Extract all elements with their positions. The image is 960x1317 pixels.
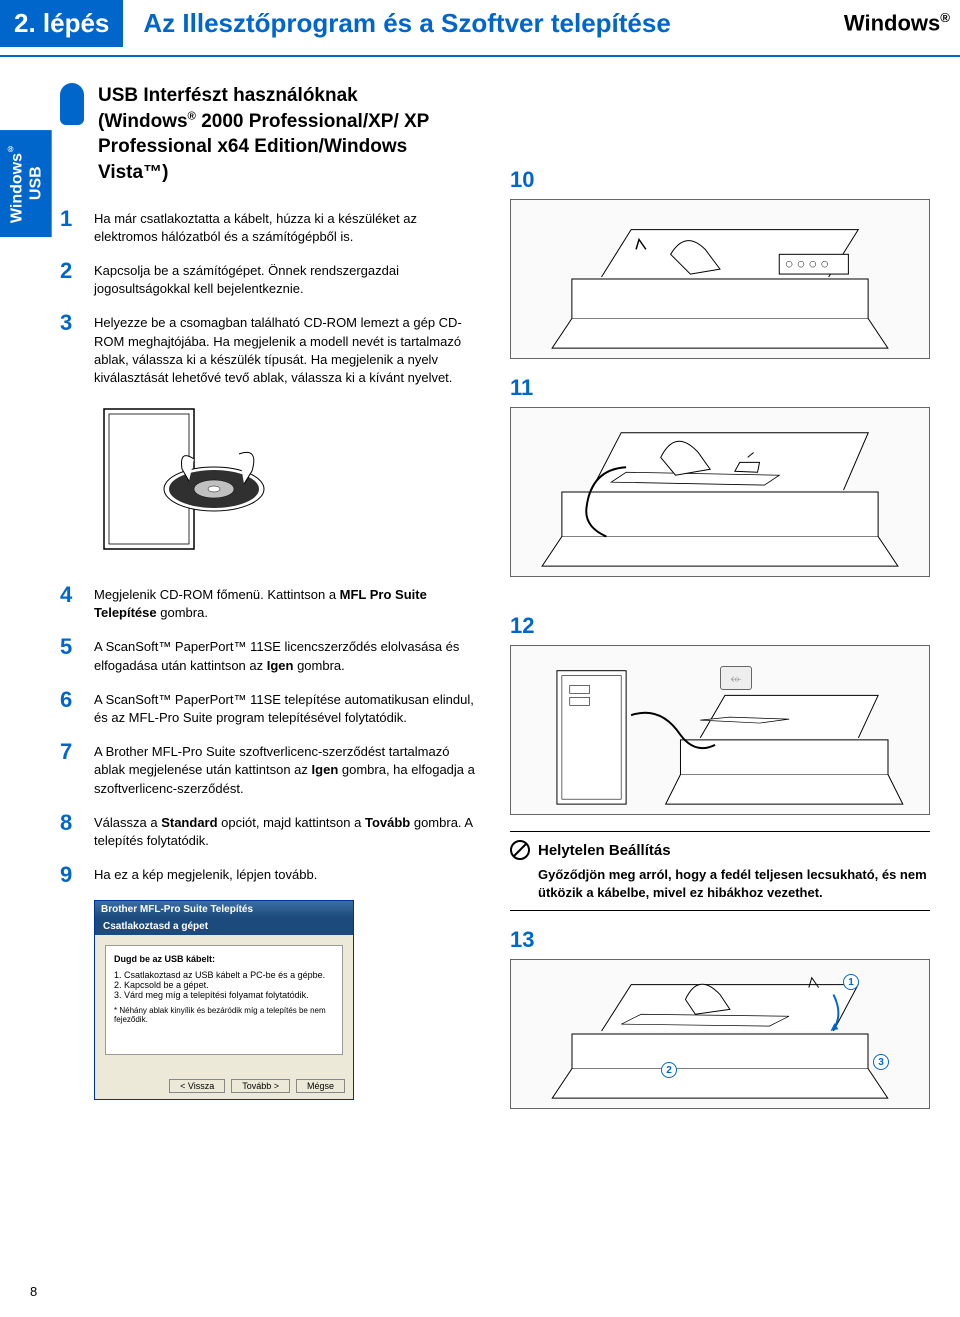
step-num-3: 3 xyxy=(60,310,94,387)
warning-box: Helytelen Beállítás Győződjön meg arról,… xyxy=(510,831,930,911)
dialog-subtitle: Csatlakoztasd a gépet xyxy=(95,918,353,935)
warning-title: Helytelen Beállítás xyxy=(538,842,671,859)
content-area: USB Interfészt használóknak (Windows® 20… xyxy=(60,77,930,1125)
step-10-num-wrap: 10 xyxy=(510,167,930,193)
step-text-7: A Brother MFL-Pro Suite szoftverlicenc-s… xyxy=(94,739,480,798)
platform-text: Windows xyxy=(844,11,940,36)
step-num-10: 10 xyxy=(510,167,534,192)
printer-cable-illustration-11 xyxy=(510,407,930,577)
section-title-l2a: (Windows xyxy=(98,111,188,132)
section-header: USB Interfészt használóknak (Windows® 20… xyxy=(60,83,480,186)
step-num-1: 1 xyxy=(60,206,94,246)
step8-bold1: Standard xyxy=(161,815,217,830)
dialog-body-2: 2. Kapcsold be a gépet. xyxy=(114,980,334,990)
step-num-8: 8 xyxy=(60,810,94,850)
step-num-7: 7 xyxy=(60,739,94,798)
step-6: 6 A ScanSoft™ PaperPort™ 11SE telepítése… xyxy=(60,687,480,727)
step-num-2: 2 xyxy=(60,258,94,298)
step-13-num-wrap: 13 xyxy=(510,927,930,953)
dialog-back-button[interactable]: < Vissza xyxy=(169,1079,225,1093)
dialog-body-3: 3. Várd meg míg a telepítési folyamat fo… xyxy=(114,990,334,1000)
page-header: 2. lépés Az Illesztőprogram és a Szoftve… xyxy=(0,0,960,57)
step-4: 4 Megjelenik CD-ROM főmenü. Kattintson a… xyxy=(60,582,480,622)
step-1: 1 Ha már csatlakoztatta a kábelt, húzza … xyxy=(60,206,480,246)
dialog-buttons: < Vissza Tovább > Mégse xyxy=(169,1079,345,1093)
step-num-11: 11 xyxy=(510,375,533,400)
left-column: USB Interfészt használóknak (Windows® 20… xyxy=(60,77,480,1125)
step-2: 2 Kapcsolja be a számítógépet. Önnek ren… xyxy=(60,258,480,298)
section-title-l1: USB Interfészt használóknak xyxy=(98,85,358,106)
step-11-num-wrap: 11 xyxy=(510,375,930,401)
step-5: 5 A ScanSoft™ PaperPort™ 11SE licencszer… xyxy=(60,634,480,674)
step-text-4: Megjelenik CD-ROM főmenü. Kattintson a M… xyxy=(94,582,480,622)
platform-label: Windows® xyxy=(844,10,950,36)
step-text-3: Helyezze be a csomagban található CD-ROM… xyxy=(94,310,480,387)
platform-sup: ® xyxy=(940,10,950,25)
printer-close-illustration-13: 1 2 3 xyxy=(510,959,930,1109)
step8-bold2: Tovább xyxy=(365,815,410,830)
step5-bold: Igen xyxy=(267,658,294,673)
side-tab-sup: ® xyxy=(6,144,15,153)
step-num-13: 13 xyxy=(510,927,534,952)
step-label: 2. lépés xyxy=(0,0,123,47)
step8-pre: Válassza a xyxy=(94,815,161,830)
step-num-4: 4 xyxy=(60,582,94,622)
warning-header: Helytelen Beállítás xyxy=(510,831,930,860)
step-num-5: 5 xyxy=(60,634,94,674)
dialog-body: Dugd be az USB kábelt: 1. Csatlakoztasd … xyxy=(105,945,343,1055)
side-tab-line2: USB xyxy=(28,167,45,201)
right-column: 10 11 xyxy=(510,77,930,1125)
installer-dialog: Brother MFL-Pro Suite Telepítés Csatlako… xyxy=(94,900,354,1100)
section-title: USB Interfészt használóknak (Windows® 20… xyxy=(98,83,480,186)
side-tab: Windows® USB xyxy=(0,130,52,237)
page-number: 8 xyxy=(30,1284,37,1299)
side-tab-line1: Windows xyxy=(8,153,25,223)
dialog-next-button[interactable]: Tovább > xyxy=(231,1079,290,1093)
dialog-cancel-button[interactable]: Mégse xyxy=(296,1079,345,1093)
step-9: 9 Ha ez a kép megjelenik, lépjen tovább. xyxy=(60,862,480,888)
dialog-title: Brother MFL-Pro Suite Telepítés xyxy=(95,901,353,918)
section-badge-icon xyxy=(60,83,84,125)
dialog-body-note: * Néhány ablak kinyílik és bezáródik míg… xyxy=(114,1006,334,1024)
step7-bold: Igen xyxy=(312,762,339,777)
step4-post: gombra. xyxy=(157,605,208,620)
step5-post: gombra. xyxy=(293,658,344,673)
step8-mid: opciót, majd kattintson a xyxy=(218,815,365,830)
step-12-num-wrap: 12 xyxy=(510,613,930,639)
step-text-1: Ha már csatlakoztatta a kábelt, húzza ki… xyxy=(94,206,480,246)
printer-open-illustration-10 xyxy=(510,199,930,359)
step-text-2: Kapcsolja be a számítógépet. Önnek rends… xyxy=(94,258,480,298)
section-title-sup: ® xyxy=(188,110,196,122)
step-text-8: Válassza a Standard opciót, majd kattint… xyxy=(94,810,480,850)
step4-pre: Megjelenik CD-ROM főmenü. Kattintson a xyxy=(94,587,340,602)
prohibit-icon xyxy=(510,840,530,860)
usb-icon: ⬰ xyxy=(720,666,752,690)
step-text-6: A ScanSoft™ PaperPort™ 11SE telepítése a… xyxy=(94,687,480,727)
page-title: Az Illesztőprogram és a Szoftver telepít… xyxy=(143,8,844,39)
dialog-body-1: 1. Csatlakoztasd az USB kábelt a PC-be é… xyxy=(114,970,334,980)
pc-printer-usb-illustration-12: ⬰ xyxy=(510,645,930,815)
step-num-12: 12 xyxy=(510,613,534,638)
step-8: 8 Válassza a Standard opciót, majd katti… xyxy=(60,810,480,850)
step-text-9: Ha ez a kép megjelenik, lépjen tovább. xyxy=(94,862,317,888)
step-num-6: 6 xyxy=(60,687,94,727)
cd-insert-illustration xyxy=(94,399,294,559)
step-text-5: A ScanSoft™ PaperPort™ 11SE licencszerző… xyxy=(94,634,480,674)
step-7: 7 A Brother MFL-Pro Suite szoftverlicenc… xyxy=(60,739,480,798)
step-3: 3 Helyezze be a csomagban található CD-R… xyxy=(60,310,480,387)
dialog-body-title: Dugd be az USB kábelt: xyxy=(114,954,334,964)
warning-text: Győződjön meg arról, hogy a fedél teljes… xyxy=(510,866,930,911)
step-num-9: 9 xyxy=(60,862,94,888)
